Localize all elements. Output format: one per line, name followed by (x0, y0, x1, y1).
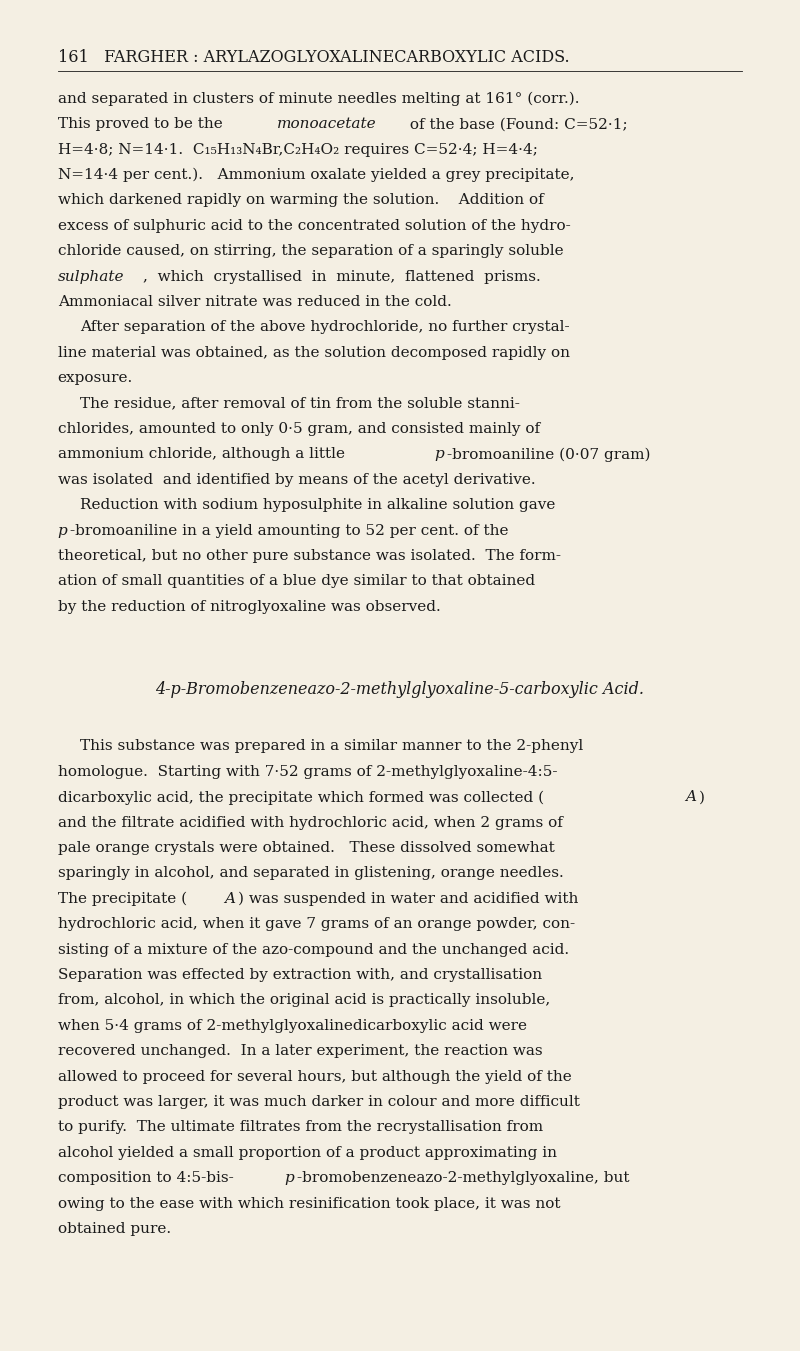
Text: This substance was prepared in a similar manner to the 2-phenyl: This substance was prepared in a similar… (80, 739, 583, 754)
Text: allowed to proceed for several hours, but although the yield of the: allowed to proceed for several hours, bu… (58, 1070, 571, 1084)
Text: owing to the ease with which resinification took place, it was not: owing to the ease with which resinificat… (58, 1197, 560, 1210)
Text: excess of sulphuric acid to the concentrated solution of the hydro-: excess of sulphuric acid to the concentr… (58, 219, 570, 232)
Text: sulphate: sulphate (58, 270, 124, 284)
Text: The precipitate (: The precipitate ( (58, 892, 186, 907)
Text: 161   FARGHER : ARYLAZOGLYOXALINECARBOXYLIC ACIDS.: 161 FARGHER : ARYLAZOGLYOXALINECARBOXYLI… (58, 49, 570, 66)
Text: recovered unchanged.  In a later experiment, the reaction was: recovered unchanged. In a later experime… (58, 1044, 542, 1058)
Text: dicarboxylic acid, the precipitate which formed was collected (: dicarboxylic acid, the precipitate which… (58, 790, 544, 805)
Text: homologue.  Starting with 7·52 grams of 2-methylglyoxaline-4:5-: homologue. Starting with 7·52 grams of 2… (58, 765, 557, 780)
Text: N=14·4 per cent.).   Ammonium oxalate yielded a grey precipitate,: N=14·4 per cent.). Ammonium oxalate yiel… (58, 168, 574, 182)
Text: Separation was effected by extraction with, and crystallisation: Separation was effected by extraction wi… (58, 969, 542, 982)
Text: chlorides, amounted to only 0·5 gram, and consisted mainly of: chlorides, amounted to only 0·5 gram, an… (58, 422, 540, 436)
Text: 4-p-Bromobenzeneazo-2-methylglyoxaline-5-carboxylic Acid.: 4-p-Bromobenzeneazo-2-methylglyoxaline-5… (155, 681, 645, 698)
Text: sparingly in alcohol, and separated in glistening, orange needles.: sparingly in alcohol, and separated in g… (58, 866, 563, 881)
Text: Ammoniacal silver nitrate was reduced in the cold.: Ammoniacal silver nitrate was reduced in… (58, 295, 451, 309)
Text: ation of small quantities of a blue dye similar to that obtained: ation of small quantities of a blue dye … (58, 574, 534, 589)
Text: chloride caused, on stirring, the separation of a sparingly soluble: chloride caused, on stirring, the separa… (58, 245, 563, 258)
Text: ) was suspended in water and acidified with: ) was suspended in water and acidified w… (238, 892, 578, 907)
Text: to purify.  The ultimate filtrates from the recrystallisation from: to purify. The ultimate filtrates from t… (58, 1120, 542, 1135)
Text: p: p (58, 524, 67, 538)
Text: when 5·4 grams of 2-methylglyoxalinedicarboxylic acid were: when 5·4 grams of 2-methylglyoxalinedica… (58, 1019, 526, 1034)
Text: and the filtrate acidified with hydrochloric acid, when 2 grams of: and the filtrate acidified with hydrochl… (58, 816, 562, 830)
Text: composition to 4:5-bis-: composition to 4:5-bis- (58, 1171, 234, 1185)
Text: obtained pure.: obtained pure. (58, 1223, 170, 1236)
Text: -bromoaniline in a yield amounting to 52 per cent. of the: -bromoaniline in a yield amounting to 52… (70, 524, 509, 538)
Text: ammonium chloride, although a little: ammonium chloride, although a little (58, 447, 350, 462)
Text: -bromobenzeneazo-2-methylglyoxaline, but: -bromobenzeneazo-2-methylglyoxaline, but (297, 1171, 630, 1185)
Text: -bromoaniline (0·07 gram): -bromoaniline (0·07 gram) (446, 447, 650, 462)
Text: H=4·8; N=14·1.  C₁₅H₁₃N₄Br,C₂H₄O₂ requires C=52·4; H=4·4;: H=4·8; N=14·1. C₁₅H₁₃N₄Br,C₂H₄O₂ require… (58, 143, 538, 157)
Text: alcohol yielded a small proportion of a product approximating in: alcohol yielded a small proportion of a … (58, 1146, 557, 1161)
Text: from, alcohol, in which the original acid is practically insoluble,: from, alcohol, in which the original aci… (58, 993, 550, 1008)
Text: Reduction with sodium hyposulphite in alkaline solution gave: Reduction with sodium hyposulphite in al… (80, 499, 555, 512)
Text: monoacetate: monoacetate (277, 118, 376, 131)
Text: hydrochloric acid, when it gave 7 grams of an orange powder, con-: hydrochloric acid, when it gave 7 grams … (58, 917, 574, 931)
Text: p: p (284, 1171, 294, 1185)
Text: and separated in clusters of minute needles melting at 161° (corr.).: and separated in clusters of minute need… (58, 92, 579, 107)
Text: p: p (434, 447, 444, 462)
Text: which darkened rapidly on warming the solution.    Addition of: which darkened rapidly on warming the so… (58, 193, 543, 208)
Text: line material was obtained, as the solution decomposed rapidly on: line material was obtained, as the solut… (58, 346, 570, 359)
Text: pale orange crystals were obtained.   These dissolved somewhat: pale orange crystals were obtained. Thes… (58, 842, 554, 855)
Text: product was larger, it was much darker in colour and more difficult: product was larger, it was much darker i… (58, 1096, 579, 1109)
Text: of the base (Found: C=52·1;: of the base (Found: C=52·1; (405, 118, 628, 131)
Text: ,  which  crystallised  in  minute,  flattened  prisms.: , which crystallised in minute, flattene… (143, 270, 541, 284)
Text: exposure.: exposure. (58, 372, 133, 385)
Text: ): ) (699, 790, 705, 804)
Text: After separation of the above hydrochloride, no further crystal-: After separation of the above hydrochlor… (80, 320, 570, 335)
Text: A: A (685, 790, 696, 804)
Text: was isolated  and identified by means of the acetyl derivative.: was isolated and identified by means of … (58, 473, 535, 486)
Text: by the reduction of nitroglyoxaline was observed.: by the reduction of nitroglyoxaline was … (58, 600, 440, 613)
Text: sisting of a mixture of the azo-compound and the unchanged acid.: sisting of a mixture of the azo-compound… (58, 943, 569, 957)
Text: The residue, after removal of tin from the soluble stanni-: The residue, after removal of tin from t… (80, 397, 520, 411)
Text: theoretical, but no other pure substance was isolated.  The form-: theoretical, but no other pure substance… (58, 549, 561, 563)
Text: This proved to be the: This proved to be the (58, 118, 227, 131)
Text: A: A (224, 892, 235, 907)
